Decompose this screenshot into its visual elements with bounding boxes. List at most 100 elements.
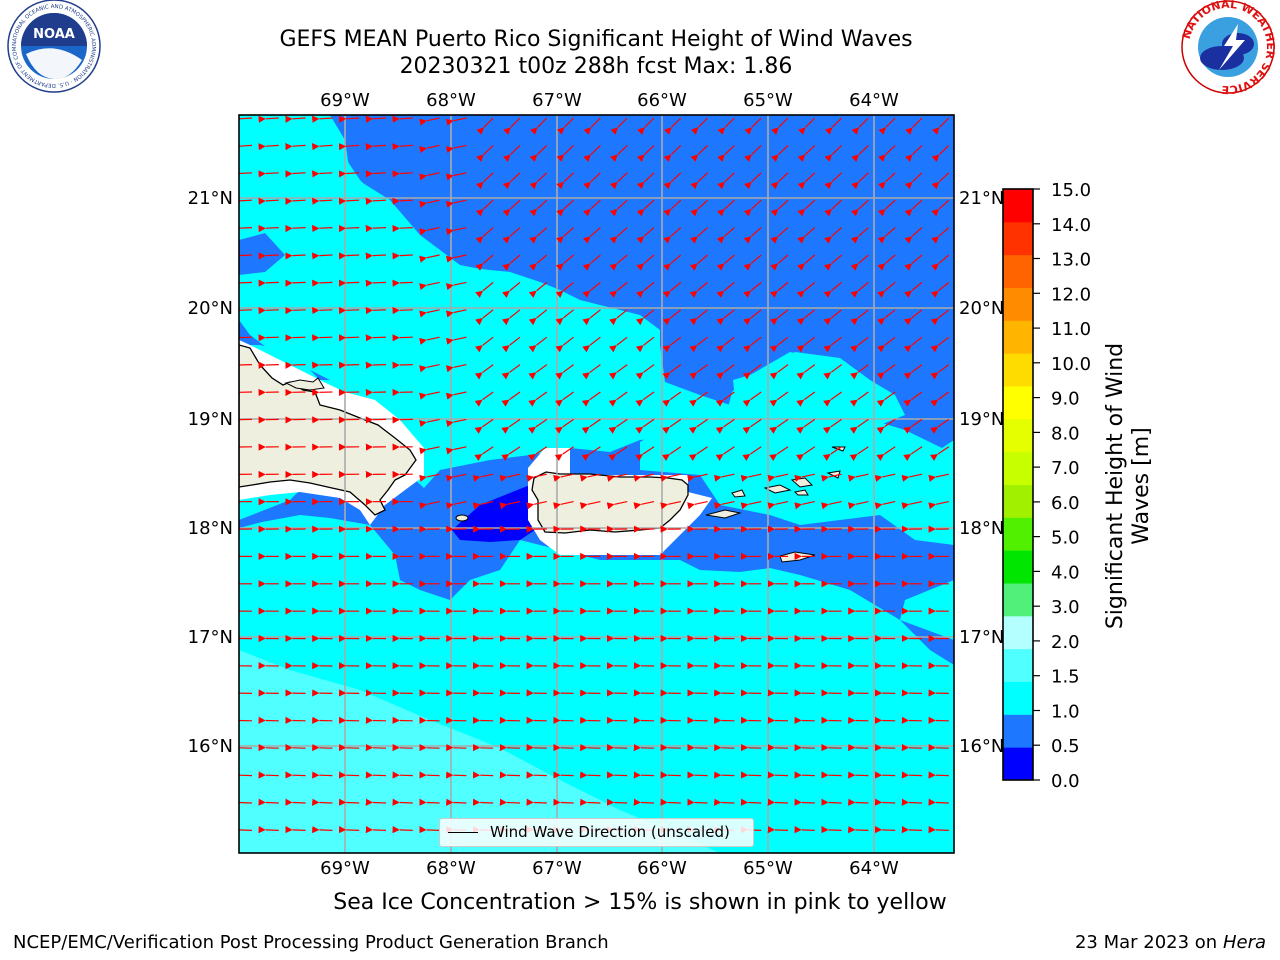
wind-wave-arrow: [903, 309, 923, 326]
wind-wave-arrow: [258, 252, 279, 260]
wind-wave-arrow: [475, 227, 494, 244]
wind-wave-arrow: [636, 281, 655, 298]
wind-wave-arrow: [258, 115, 279, 123]
wind-wave-arrow: [636, 172, 655, 190]
legend-line-swatch: [448, 832, 478, 833]
wind-wave-arrow: [930, 391, 950, 407]
wind-wave-arrow: [553, 473, 574, 482]
noaa-logo: NATIONAL OCEANIC AND ATMOSPHERIC ADMINIS…: [0, 0, 101, 93]
wind-wave-arrow: [930, 446, 950, 461]
wind-wave-arrow: [740, 798, 762, 806]
wind-wave-arrow: [767, 826, 789, 834]
wind-wave-arrow: [502, 199, 521, 217]
wind-wave-arrow: [311, 143, 333, 151]
wind-wave-arrow: [744, 144, 762, 162]
lat-tick-right: 17°N: [959, 627, 1004, 648]
wind-wave-arrow: [529, 199, 548, 217]
wind-wave-arrow: [931, 117, 950, 135]
wind-wave-arrow: [823, 254, 842, 271]
wind-wave-arrow: [419, 336, 440, 345]
wind-wave-arrow: [662, 309, 682, 326]
wind-wave-arrow: [742, 446, 762, 461]
wind-wave-arrow: [931, 144, 950, 162]
wind-wave-arrow: [475, 281, 494, 298]
colorbar-tick-label: 1.0: [1051, 702, 1080, 723]
lat-ticks-right: 21°N 20°N 19°N 18°N 17°N 16°N: [959, 188, 1004, 757]
wind-wave-arrow: [445, 364, 467, 373]
wind-wave-arrow: [717, 172, 735, 190]
lon-tick-bottom: 68°W: [426, 858, 476, 879]
wind-wave-arrow: [770, 227, 789, 244]
wind-wave-arrow: [931, 227, 950, 244]
wind-wave-arrow: [365, 279, 387, 287]
colorbar-segment: [1003, 287, 1033, 321]
wind-wave-arrow: [663, 144, 682, 162]
wind-wave-arrow: [903, 418, 923, 434]
wind-wave-arrow: [258, 798, 279, 806]
wind-wave-arrow: [877, 199, 896, 217]
map-frame: [238, 114, 955, 854]
wind-wave-arrow: [365, 170, 387, 178]
wind-wave-arrow: [338, 798, 360, 806]
wind-wave-arrow: [579, 473, 601, 482]
wind-wave-arrow: [636, 227, 655, 244]
wind-wave-arrow: [554, 418, 574, 434]
wind-wave-arrow: [824, 172, 843, 190]
lat-ticks-left: 21°N 20°N 19°N 18°N 17°N 16°N: [188, 188, 233, 757]
lon-tick-top: 67°W: [532, 90, 582, 111]
wind-wave-arrow: [365, 826, 387, 834]
wind-wave-arrow: [848, 826, 869, 834]
wind-wave-arrow: [901, 826, 923, 834]
lon-tick-bottom: 65°W: [743, 858, 793, 879]
wind-wave-arrow: [822, 418, 842, 434]
wind-wave-arrow: [716, 227, 735, 244]
lat-tick-right: 18°N: [959, 518, 1004, 539]
wind-wave-arrow: [476, 144, 494, 162]
wind-wave-arrow: [689, 281, 708, 298]
wind-wave-arrow: [419, 309, 440, 318]
wind-wave-arrow: [794, 473, 815, 482]
wind-wave-arrow: [796, 281, 816, 298]
wind-wave-arrow: [901, 501, 923, 510]
wind-wave-arrow: [770, 172, 789, 190]
wind-wave-arrow: [904, 172, 923, 190]
wind-wave-arrow: [635, 446, 655, 461]
wind-wave-arrow: [797, 227, 816, 244]
wind-wave-arrow: [556, 117, 575, 135]
wind-wave-arrow: [796, 336, 816, 353]
colorbar-tick-label: 6.0: [1051, 493, 1080, 514]
wind-wave-arrow: [877, 309, 896, 326]
wind-wave-arrow: [928, 473, 949, 482]
wind-wave-arrow: [338, 252, 360, 260]
footer-date: 23 Mar 2023 on Hera: [1075, 932, 1266, 953]
wind-wave-arrow: [713, 501, 735, 510]
wind-wave-arrow: [365, 224, 387, 233]
lon-tick-top: 68°W: [426, 90, 476, 111]
wind-wave-arrow: [475, 254, 494, 271]
wind-wave-arrow: [338, 115, 360, 123]
wind-wave-arrow: [528, 418, 548, 434]
wind-wave-arrow: [582, 227, 601, 244]
wind-wave-arrow: [796, 446, 816, 461]
wind-wave-arrow: [823, 364, 842, 380]
wind-wave-arrow: [419, 199, 440, 208]
wind-wave-arrow: [904, 254, 923, 271]
wind-wave-arrow: [445, 418, 467, 428]
land-vieques: [705, 509, 742, 519]
wind-wave-arrow: [876, 364, 896, 380]
lat-tick-left: 21°N: [188, 188, 233, 209]
wind-wave-arrow: [715, 391, 735, 407]
colorbar-segment: [1003, 189, 1033, 223]
wind-wave-arrow: [608, 336, 628, 353]
wind-wave-arrow: [905, 117, 923, 135]
wind-wave-arrow: [663, 199, 682, 217]
wind-wave-arrow: [903, 336, 923, 353]
lat-tick-left: 18°N: [188, 518, 233, 539]
wind-wave-arrow: [714, 798, 735, 806]
wind-wave-arrow: [716, 281, 735, 298]
wind-wave-arrow: [769, 446, 789, 461]
wind-wave-arrow: [365, 252, 387, 260]
colorbar-tick-label: 15.0: [1051, 180, 1091, 201]
wind-wave-arrow: [767, 473, 789, 482]
lon-tick-top: 69°W: [320, 90, 370, 111]
